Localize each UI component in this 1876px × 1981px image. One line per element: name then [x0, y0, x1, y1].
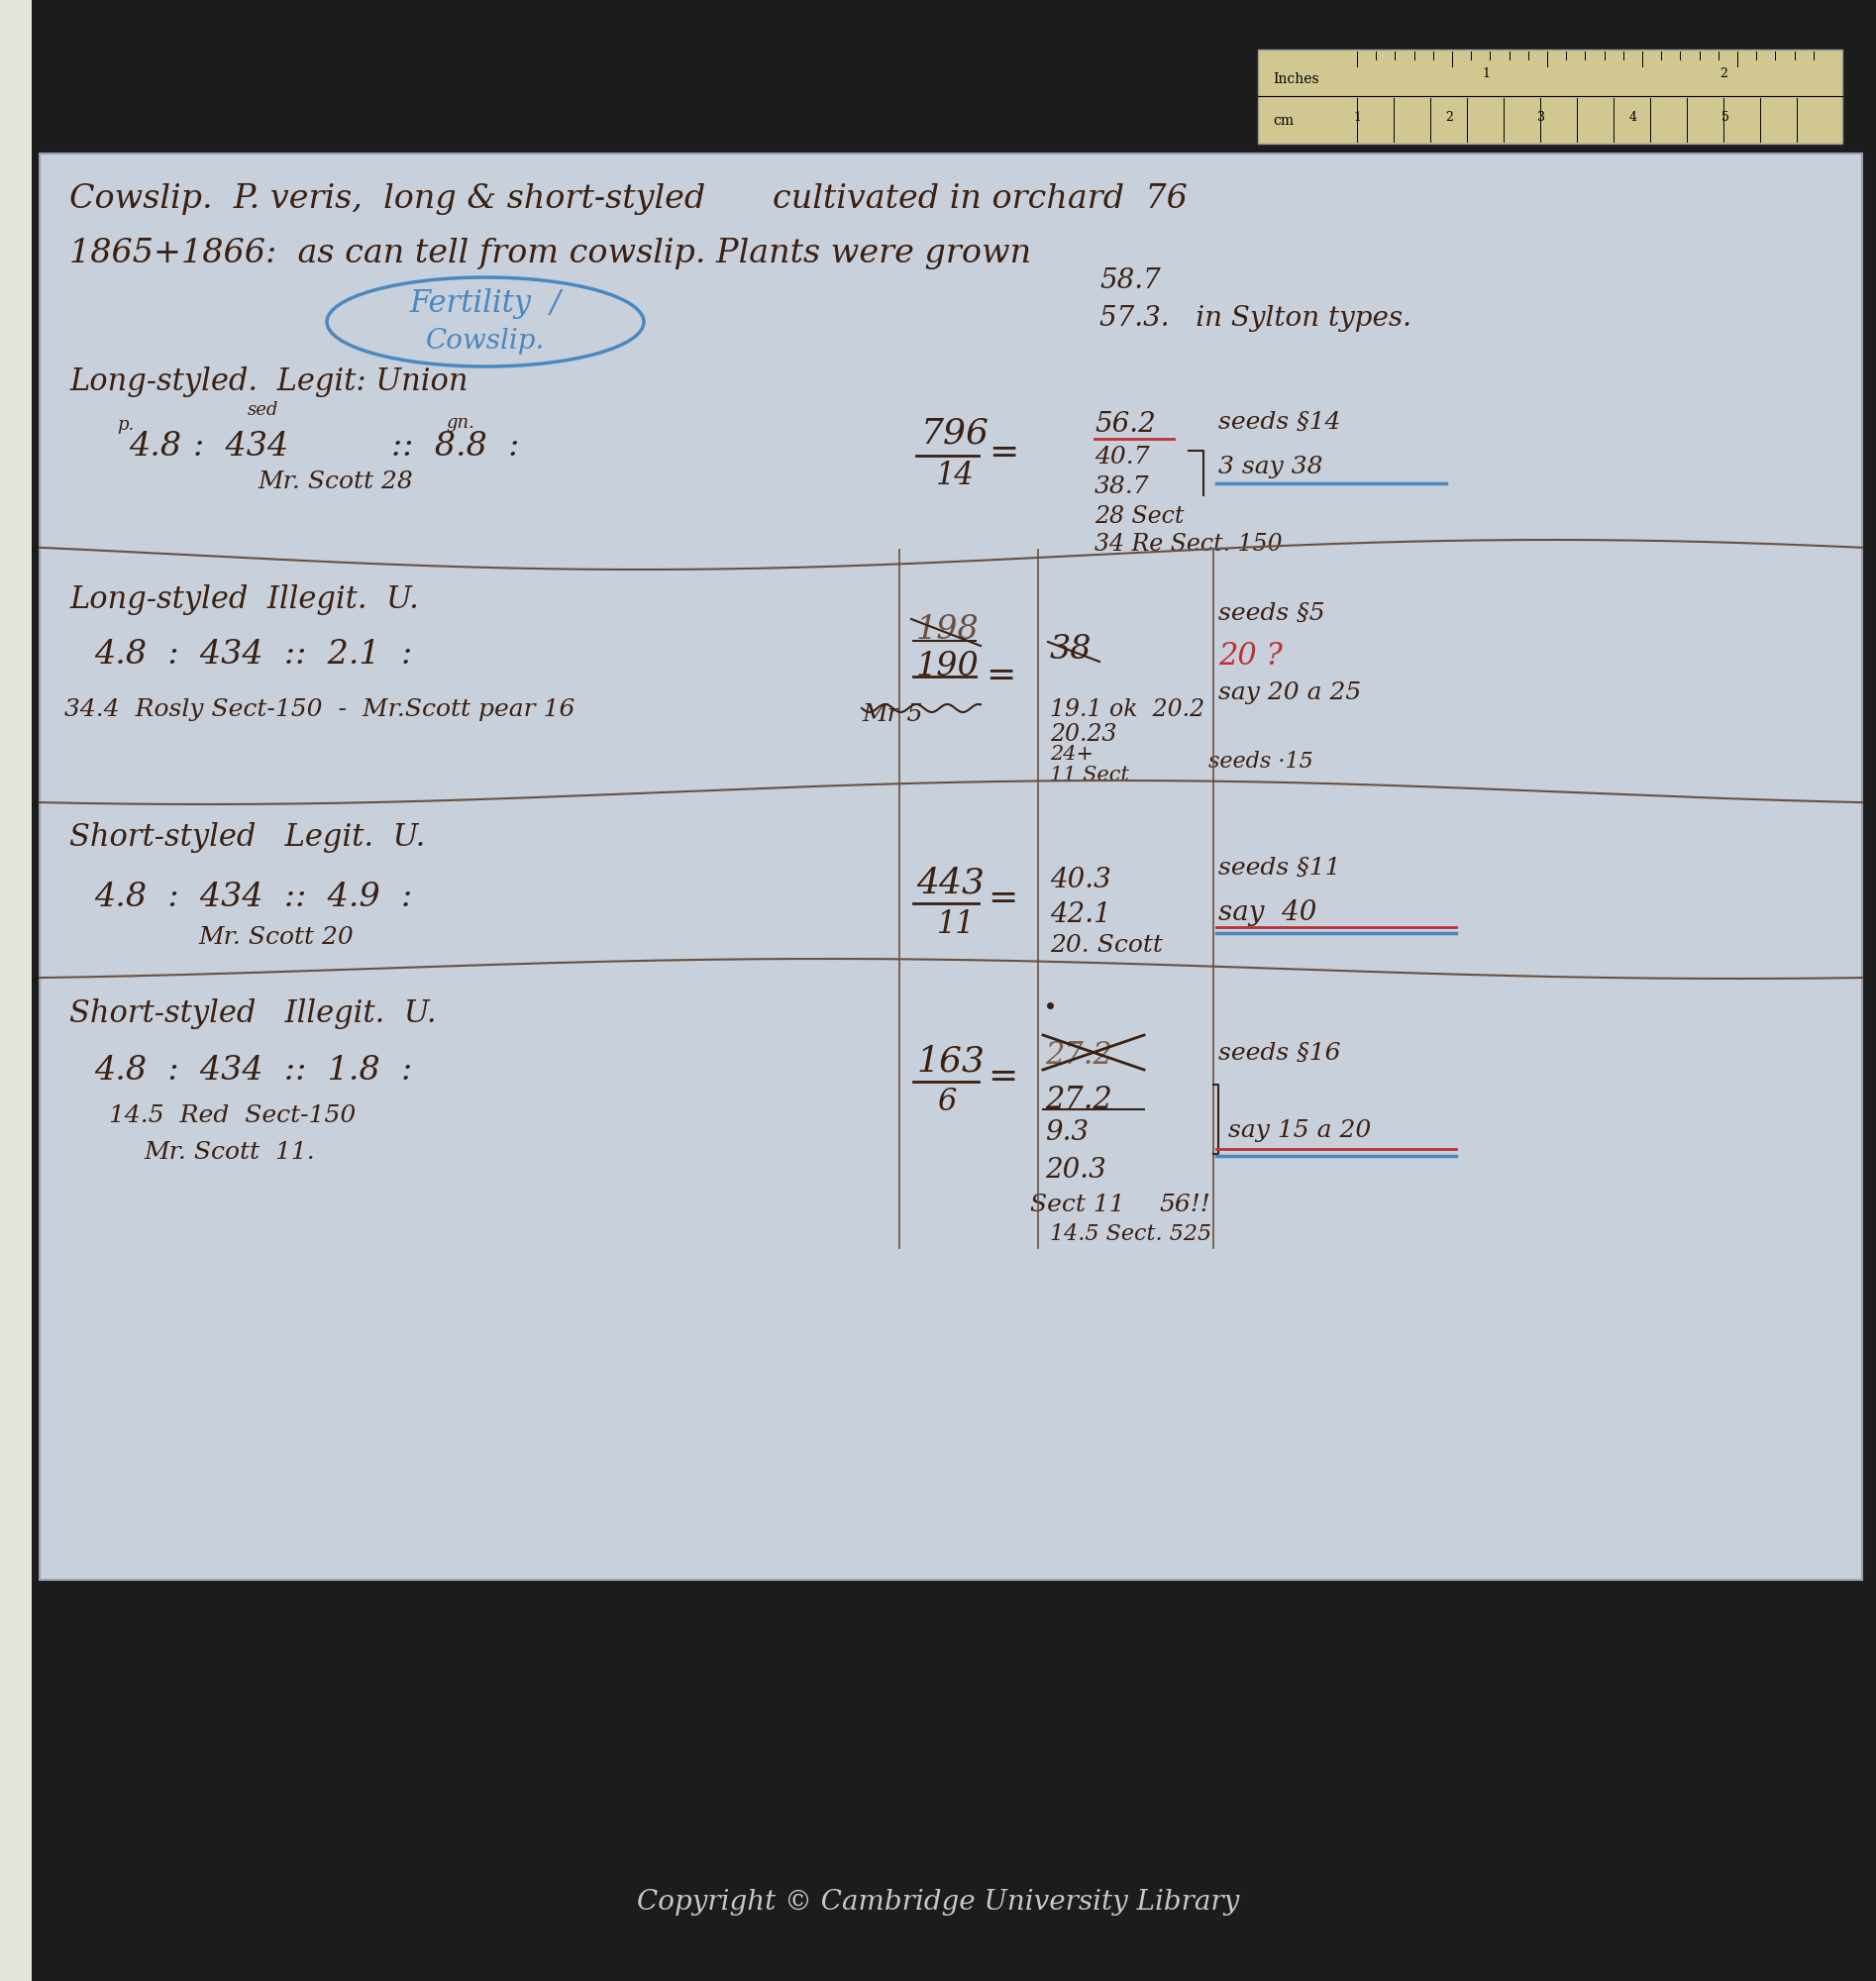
Text: ::  8.8  :: :: 8.8 :	[392, 432, 520, 462]
Text: 14.5 Sect. 525: 14.5 Sect. 525	[1051, 1222, 1212, 1246]
Text: seeds §11: seeds §11	[1218, 856, 1341, 880]
Bar	[0, 0, 32, 1981]
Text: 14.5  Red  Sect-150: 14.5 Red Sect-150	[109, 1105, 356, 1127]
Text: 56.2: 56.2	[1094, 412, 1156, 438]
Text: 163: 163	[915, 1046, 985, 1078]
Text: 198: 198	[915, 614, 979, 646]
Text: Long-styled  Illegit.  U.: Long-styled Illegit. U.	[69, 584, 418, 614]
Text: Mr. Scott  11.: Mr. Scott 11.	[144, 1141, 315, 1163]
Text: seeds §14: seeds §14	[1218, 412, 1341, 434]
Text: 3: 3	[1536, 111, 1546, 123]
Text: 2: 2	[1720, 67, 1728, 79]
Text: =: =	[985, 658, 1015, 693]
Text: 34.4  Rosly Sect-150  -  Mr.Scott pear 16: 34.4 Rosly Sect-150 - Mr.Scott pear 16	[64, 699, 574, 721]
Text: 27.2: 27.2	[1045, 1086, 1112, 1115]
Text: Mr. Scott 28: Mr. Scott 28	[257, 469, 413, 493]
Text: Short-styled   Illegit.  U.: Short-styled Illegit. U.	[69, 998, 437, 1030]
Text: 4.8  :  434  ::  2.1  :: 4.8 : 434 :: 2.1 :	[94, 638, 413, 670]
Text: sed: sed	[248, 400, 280, 420]
Text: seeds §16: seeds §16	[1218, 1042, 1341, 1066]
Text: 20. Scott: 20. Scott	[1051, 935, 1163, 957]
Text: 796: 796	[921, 416, 989, 450]
Text: 2: 2	[1445, 111, 1454, 123]
Text: 38: 38	[1051, 634, 1092, 666]
Text: 14: 14	[936, 460, 974, 491]
Text: cultivated in orchard  76: cultivated in orchard 76	[773, 184, 1188, 214]
Text: Sect 11: Sect 11	[1030, 1193, 1126, 1216]
Text: Long-styled.  Legit: Union: Long-styled. Legit: Union	[69, 366, 467, 396]
Text: 34 Re Sect. 150: 34 Re Sect. 150	[1094, 533, 1283, 555]
Text: =: =	[987, 1060, 1017, 1094]
Text: 4.8  :  434  ::  1.8  :: 4.8 : 434 :: 1.8 :	[94, 1054, 413, 1086]
Text: 20.3: 20.3	[1045, 1157, 1107, 1183]
Text: =: =	[987, 882, 1017, 915]
Text: 20.23: 20.23	[1051, 723, 1116, 745]
Text: gn.: gn.	[446, 414, 475, 432]
Text: say 20 a 25: say 20 a 25	[1218, 681, 1362, 705]
Text: 3 say 38: 3 say 38	[1218, 456, 1323, 477]
Text: Short-styled   Legit.  U.: Short-styled Legit. U.	[69, 822, 426, 852]
Text: 40.7: 40.7	[1094, 446, 1150, 468]
Text: 4.8: 4.8	[129, 432, 182, 462]
Text: 40.3: 40.3	[1051, 868, 1111, 893]
Text: Cowslip.  P. veris,  long & short-styled: Cowslip. P. veris, long & short-styled	[69, 184, 705, 214]
Text: 11 Sect: 11 Sect	[1051, 765, 1129, 784]
Text: Cowslip.: Cowslip.	[426, 329, 544, 355]
Text: 5: 5	[1722, 111, 1730, 123]
FancyBboxPatch shape	[39, 155, 1863, 1581]
Text: Mr. Scott 20: Mr. Scott 20	[199, 927, 353, 949]
Text: 24+: 24+	[1051, 745, 1094, 763]
Text: 1: 1	[1482, 67, 1490, 79]
Text: Copyright © Cambridge University Library: Copyright © Cambridge University Library	[636, 1888, 1240, 1916]
Text: 190: 190	[915, 650, 979, 681]
Text: 1865+1866:  as can tell from cowslip. Plants were grown: 1865+1866: as can tell from cowslip. Pla…	[69, 238, 1032, 269]
Text: 443: 443	[915, 868, 985, 899]
Text: say  40: say 40	[1218, 899, 1317, 927]
Text: =: =	[989, 436, 1019, 469]
Text: 1: 1	[1353, 111, 1360, 123]
Text: Fertility  /: Fertility /	[409, 289, 561, 319]
Text: 42.1: 42.1	[1051, 901, 1111, 927]
Text: :  434: : 434	[193, 432, 289, 462]
Text: 6: 6	[936, 1086, 957, 1117]
Text: 4: 4	[1630, 111, 1638, 123]
Text: Mr 5: Mr 5	[861, 703, 923, 725]
Bar	[1259, 50, 1842, 145]
Text: 4.8  :  434  ::  4.9  :: 4.8 : 434 :: 4.9 :	[94, 882, 413, 913]
Text: 27.2: 27.2	[1045, 1040, 1112, 1070]
Text: 9.3: 9.3	[1045, 1119, 1088, 1145]
Text: say 15 a 20: say 15 a 20	[1229, 1119, 1371, 1141]
Text: 57.3.   in Sylton types.: 57.3. in Sylton types.	[1099, 305, 1411, 331]
Text: 20 ?: 20 ?	[1218, 642, 1283, 672]
Text: 56!!: 56!!	[1159, 1193, 1210, 1216]
Text: 28 Sect: 28 Sect	[1094, 505, 1184, 527]
Text: 38.7: 38.7	[1094, 475, 1150, 497]
Text: seeds ·15: seeds ·15	[1208, 751, 1313, 773]
Text: seeds §5: seeds §5	[1218, 602, 1324, 626]
Text: cm: cm	[1272, 113, 1294, 127]
Text: 11: 11	[936, 909, 976, 941]
Text: p.: p.	[116, 416, 133, 434]
Text: Inches: Inches	[1272, 71, 1319, 85]
Text: 19.1 ok  20.2: 19.1 ok 20.2	[1051, 699, 1204, 721]
Text: 58.7: 58.7	[1099, 267, 1161, 293]
